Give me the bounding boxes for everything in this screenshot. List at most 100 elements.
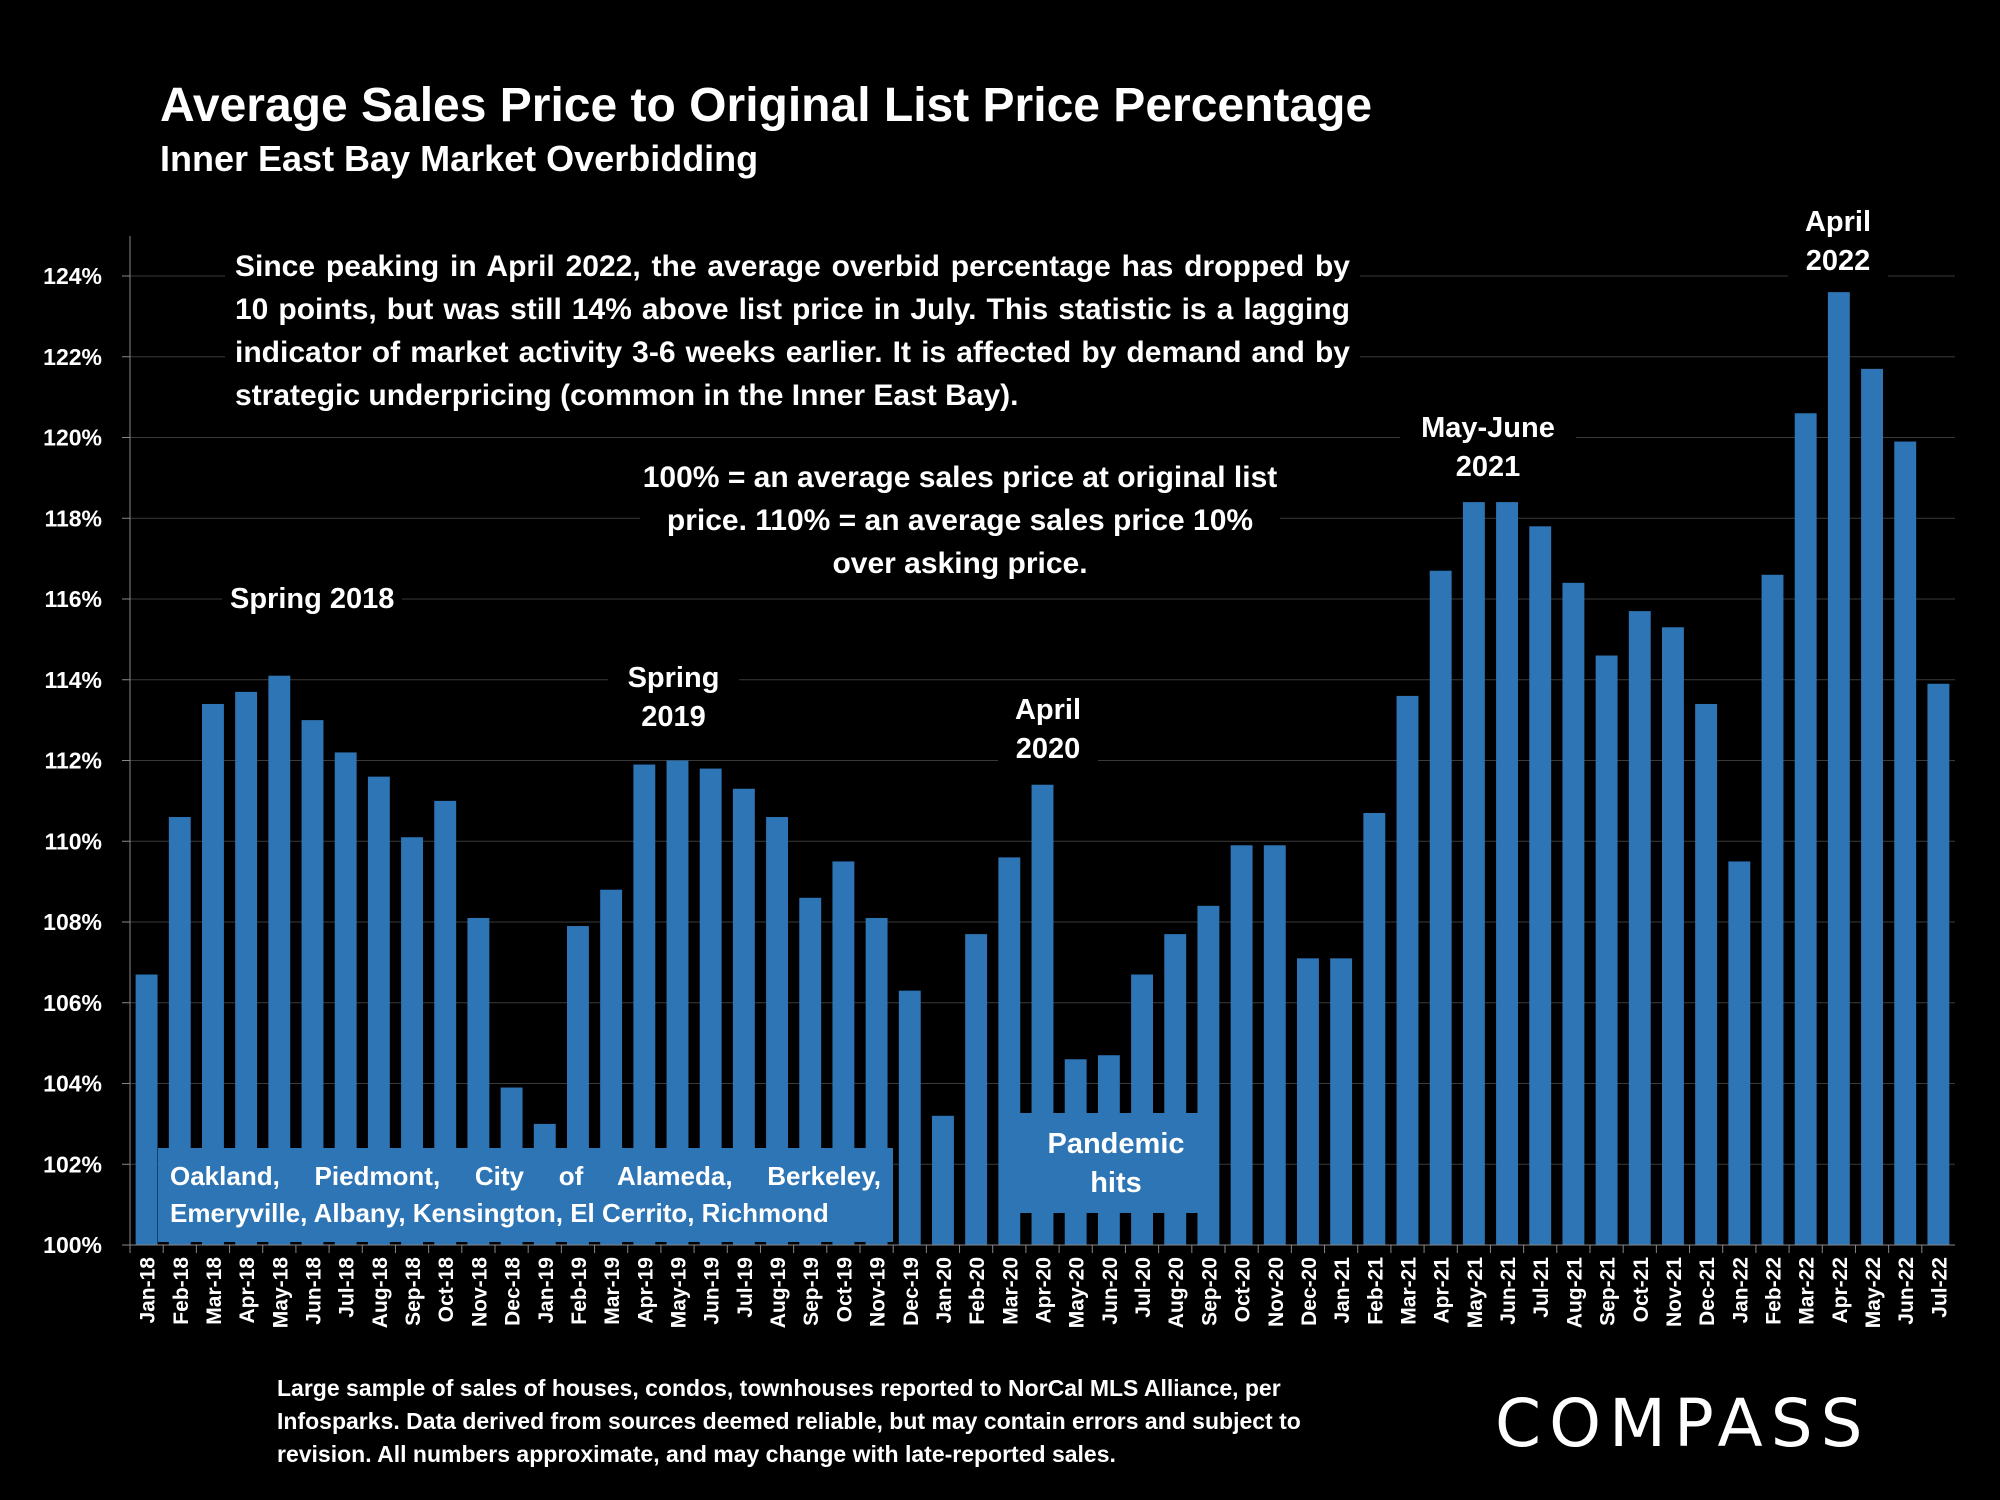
x-tick-label: Oct-21 (1630, 1257, 1653, 1323)
x-tick-label: Feb-18 (170, 1257, 193, 1325)
x-tick-label: Jun-21 (1497, 1257, 1520, 1325)
annotation-spring-2019: Spring 2019 (608, 657, 739, 739)
x-tick-label: May-19 (668, 1257, 691, 1328)
bar-aug-18 (367, 776, 390, 1245)
y-tick-label: 116% (44, 586, 102, 612)
bar-feb-21 (1363, 812, 1386, 1245)
x-tick-label: Mar-21 (1398, 1257, 1421, 1325)
x-tick-label: Dec-19 (900, 1257, 923, 1326)
x-tick-label: Jul-18 (336, 1257, 359, 1318)
x-tick-label: Dec-21 (1696, 1257, 1719, 1326)
bar-mar-22 (1794, 413, 1817, 1245)
y-tick-label: 108% (43, 909, 102, 935)
y-tick-label: 106% (43, 990, 102, 1016)
x-tick-label: Apr-22 (1829, 1257, 1852, 1324)
bar-may-19 (666, 760, 689, 1245)
x-tick-label: Jul-21 (1530, 1257, 1553, 1318)
y-tick-label: 120% (43, 425, 102, 451)
bar-jan-18 (135, 974, 158, 1245)
x-tick-label: Aug-18 (369, 1257, 392, 1328)
bar-sep-21 (1595, 655, 1618, 1245)
y-tick-label: 104% (43, 1071, 102, 1097)
region-label: Oakland, Piedmont, City of Alameda, Berk… (158, 1148, 893, 1242)
bar-apr-19 (633, 764, 656, 1245)
x-tick-label: Feb-22 (1763, 1257, 1786, 1325)
x-tick-label: Mar-18 (203, 1257, 226, 1325)
x-tick-label: Apr-20 (1033, 1257, 1056, 1324)
bar-jul-21 (1529, 526, 1552, 1245)
x-tick-label: Apr-21 (1431, 1257, 1454, 1324)
bar-jan-20 (932, 1115, 954, 1245)
x-tick-label: May-20 (1066, 1257, 1089, 1328)
x-tick-label: Mar-22 (1796, 1257, 1819, 1325)
x-tick-label: Sep-19 (800, 1257, 823, 1326)
x-tick-label: Sep-21 (1597, 1257, 1620, 1326)
bar-jun-22 (1894, 441, 1917, 1246)
bar-dec-21 (1695, 703, 1718, 1245)
bar-jun-18 (301, 720, 324, 1245)
y-tick-label: 114% (44, 667, 102, 693)
bar-jun-21 (1496, 502, 1518, 1246)
x-tick-label: Sep-20 (1198, 1257, 1221, 1326)
bar-jul-22 (1927, 683, 1950, 1245)
x-tick-label: Feb-19 (568, 1257, 591, 1325)
y-tick-label: 122% (43, 344, 102, 370)
x-tick-label: Jun-20 (1099, 1257, 1122, 1325)
x-tick-label: Jan-21 (1331, 1257, 1354, 1324)
y-tick-label: 124% (43, 263, 102, 289)
x-tick-label: May-18 (269, 1257, 292, 1329)
x-tick-label: Nov-19 (867, 1257, 890, 1327)
source-footnote: Large sample of sales of houses, condos,… (277, 1375, 1301, 1467)
x-tick-label: Jan-20 (933, 1257, 956, 1324)
bar-oct-20 (1230, 845, 1253, 1245)
x-tick-label: Mar-19 (601, 1257, 624, 1325)
x-tick-label: Jun-22 (1895, 1257, 1918, 1325)
annotation-spring-2018: Spring 2018 (222, 578, 403, 621)
x-tick-label: Oct-18 (435, 1257, 458, 1323)
chart-title: Average Sales Price to Original List Pri… (160, 79, 1373, 132)
x-tick-label: May-21 (1464, 1257, 1487, 1329)
bar-jan-21 (1330, 958, 1353, 1245)
bar-aug-21 (1562, 582, 1585, 1245)
y-tick-label: 100% (43, 1232, 102, 1258)
y-tick-label: 110% (44, 828, 102, 854)
x-tick-label: Aug-19 (767, 1257, 790, 1328)
x-tick-label: Nov-18 (468, 1257, 491, 1327)
x-tick-label: Jan-22 (1729, 1257, 1752, 1324)
bar-mar-21 (1396, 695, 1419, 1245)
compass-logo: COMPASS (1495, 1385, 1871, 1462)
bar-aug-19 (766, 817, 788, 1245)
bar-may-22 (1861, 368, 1883, 1245)
x-axis: Jan-18 Feb-18 Mar-18 Apr-18 May-18 Jun-18 Jul-… (129, 1244, 1955, 1329)
bar-jul-19 (732, 788, 755, 1245)
bar-dec-20 (1297, 958, 1319, 1245)
x-tick-label: Apr-19 (634, 1257, 657, 1324)
x-tick-label: Jun-18 (303, 1257, 326, 1325)
bar-apr-21 (1429, 570, 1452, 1245)
x-tick-label: Apr-18 (236, 1257, 259, 1324)
annotation-may-june-2021: May-June 2021 (1400, 407, 1576, 489)
pandemic-label: Pandemic hits (1018, 1113, 1214, 1213)
x-tick-label: Oct-19 (833, 1257, 856, 1322)
bar-feb-18 (168, 817, 191, 1245)
x-tick-label: Oct-20 (1232, 1257, 1255, 1322)
x-tick-label: Feb-20 (966, 1257, 989, 1325)
bar-jun-19 (699, 768, 722, 1245)
x-tick-label: Dec-18 (502, 1257, 525, 1326)
y-axis: 100% 102% 104% 106% 108% 110% 112% 114% 116% 118%… (43, 236, 131, 1258)
bar-may-18 (268, 675, 291, 1245)
y-tick-label: 102% (43, 1151, 102, 1177)
bar-jul-18 (334, 752, 357, 1245)
bar-feb-20 (965, 934, 988, 1245)
bar-oct-18 (434, 800, 457, 1245)
bar-mar-18 (202, 703, 224, 1245)
bar-feb-22 (1761, 574, 1784, 1245)
commentary-text: Since peaking in April 2022, the average… (225, 245, 1360, 417)
x-tick-label: Jul-22 (1928, 1257, 1951, 1318)
x-tick-label: Jul-19 (734, 1257, 757, 1318)
annotation-april-2022: April 2022 (1788, 201, 1888, 283)
bar-mar-20 (998, 857, 1021, 1245)
bar-apr-22 (1827, 292, 1850, 1245)
x-tick-label: Aug-21 (1563, 1257, 1586, 1328)
x-tick-label: May-22 (1862, 1257, 1885, 1328)
